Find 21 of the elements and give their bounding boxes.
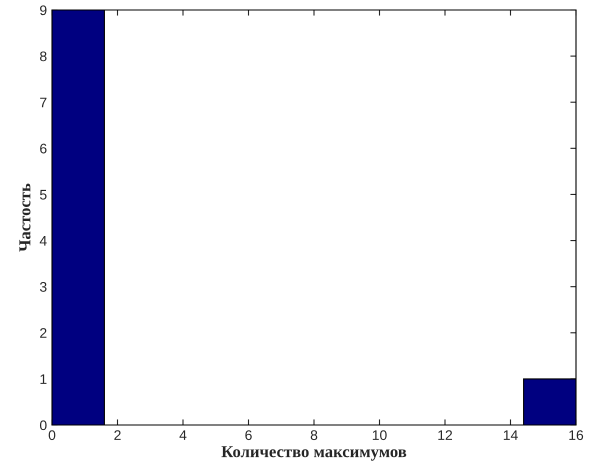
x-tick-label: 0 bbox=[48, 430, 56, 440]
x-tick-label: 2 bbox=[114, 430, 121, 440]
y-tick-label: 7 bbox=[40, 98, 46, 108]
y-tick-label: 1 bbox=[40, 374, 46, 384]
y-tick-label: 5 bbox=[40, 190, 47, 200]
y-tick-label: 2 bbox=[40, 328, 46, 338]
x-tick-label: 14 bbox=[504, 430, 518, 440]
x-tick-label: 6 bbox=[245, 430, 252, 440]
y-axis-title: Частость bbox=[19, 184, 30, 252]
y-tick-label: 6 bbox=[40, 144, 47, 154]
x-axis-title: Количество максимумов bbox=[222, 446, 406, 461]
y-tick-label: 9 bbox=[40, 5, 46, 16]
y-tick-label: 4 bbox=[40, 236, 47, 246]
x-tick-label: 16 bbox=[569, 430, 584, 440]
y-tick-label: 3 bbox=[40, 282, 47, 292]
y-tick-label: 0 bbox=[40, 420, 47, 430]
x-tick-label: 12 bbox=[438, 430, 452, 440]
x-tick-label: 8 bbox=[310, 430, 318, 440]
x-tick-label: 4 bbox=[179, 430, 186, 440]
y-tick-label: 8 bbox=[40, 51, 47, 62]
x-tick-label: 10 bbox=[372, 430, 387, 440]
